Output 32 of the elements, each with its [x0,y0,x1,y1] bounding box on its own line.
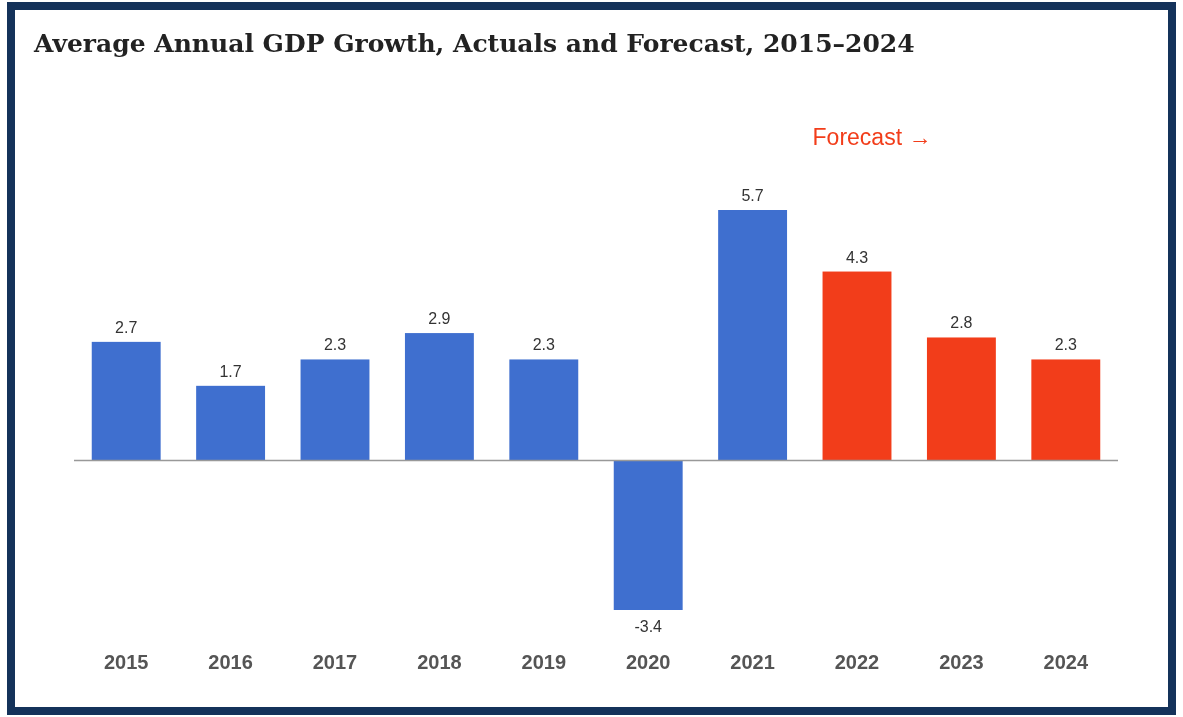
x-tick-label: 2018 [417,651,462,674]
chart-title: Average Annual GDP Growth, Actuals and Forecast, 2015–2024 [33,29,915,58]
data-label: 2.8 [950,314,973,332]
x-tick-label: 2017 [312,651,358,674]
bar [1031,359,1101,461]
bar [613,460,683,610]
data-label: 2.7 [115,318,138,336]
bar [822,271,892,461]
x-tick-label: 2021 [730,651,775,674]
data-label: 1.7 [219,362,242,380]
x-tick-label: 2020 [625,651,671,674]
data-label: 2.3 [532,336,556,354]
bar [404,333,474,461]
data-label: 5.7 [741,187,764,204]
x-tick-label: 2016 [208,651,253,674]
x-tick-label: 2024 [1043,651,1089,674]
bar [718,210,788,461]
text: Forecast → [812,124,932,150]
x-tick-label: 2022 [834,651,880,674]
x-tick-label: 2019 [521,651,567,674]
bar [926,337,996,461]
bar [300,359,370,461]
x-tick-label: 2015 [103,651,149,674]
data-label: 2.9 [428,310,451,328]
data-label: 4.3 [845,248,869,266]
bar [509,359,579,461]
data-label: 2.3 [323,336,347,354]
bar [91,341,161,461]
x-tick-label: 2023 [939,651,984,674]
data-label: 2.3 [1054,336,1078,354]
data-label: -3.4 [634,618,663,635]
bar [196,385,266,461]
